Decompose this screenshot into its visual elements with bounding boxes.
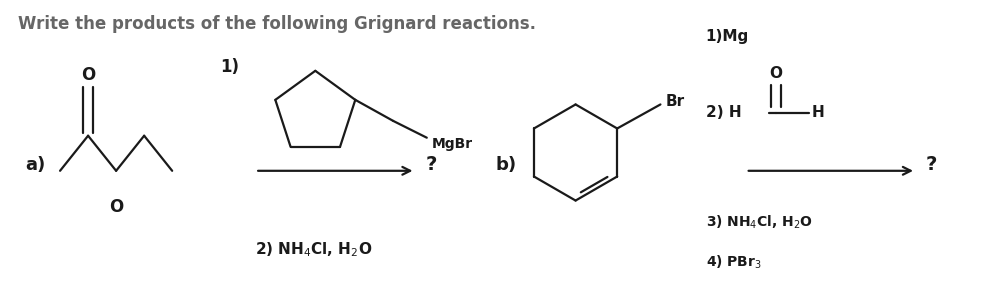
Text: 1): 1) — [220, 58, 239, 76]
Text: ?: ? — [425, 155, 436, 174]
Text: 2) H: 2) H — [706, 105, 742, 120]
Text: a): a) — [25, 156, 45, 174]
Text: O: O — [81, 66, 95, 84]
Text: ?: ? — [926, 155, 937, 174]
Text: H: H — [812, 105, 825, 120]
Text: b): b) — [495, 156, 517, 174]
Text: 4) PBr$_3$: 4) PBr$_3$ — [706, 253, 762, 271]
Text: 3) NH$_4$Cl, H$_2$O: 3) NH$_4$Cl, H$_2$O — [706, 214, 813, 231]
Text: Br: Br — [666, 94, 685, 109]
Text: 1)Mg: 1)Mg — [706, 29, 749, 44]
Text: O: O — [109, 198, 123, 217]
Text: 2) NH$_4$Cl, H$_2$O: 2) NH$_4$Cl, H$_2$O — [255, 241, 372, 260]
Text: O: O — [770, 66, 782, 81]
Text: Write the products of the following Grignard reactions.: Write the products of the following Grig… — [18, 15, 536, 33]
Text: MgBr: MgBr — [431, 137, 472, 151]
